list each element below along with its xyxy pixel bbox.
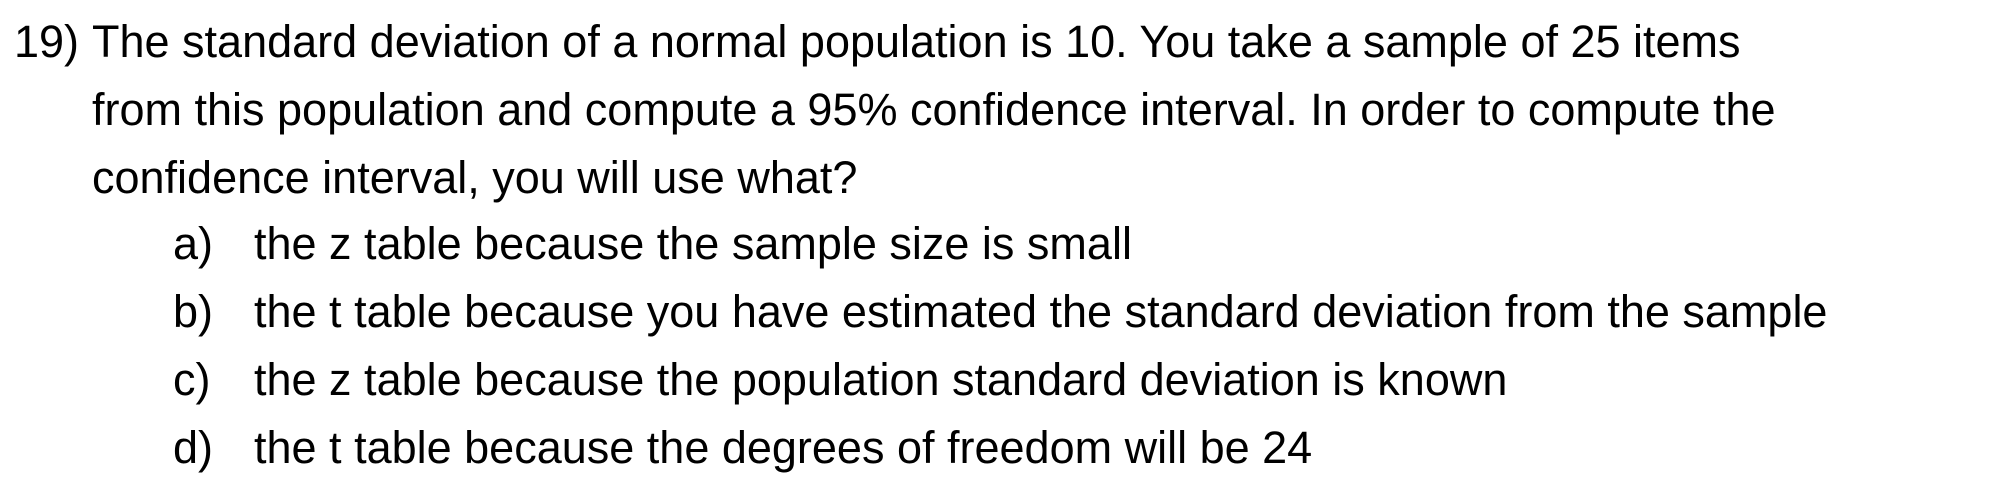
option-letter: c) xyxy=(173,354,211,405)
option-text: the z table because the sample size is s… xyxy=(254,218,1132,269)
question-stem-line: confidence interval, you will use what? xyxy=(92,152,858,203)
option-b: b) the t table because you have estimate… xyxy=(0,278,2014,346)
option-a: a) the z table because the sample size i… xyxy=(0,210,2014,278)
question-stem-line: The standard deviation of a normal popul… xyxy=(92,16,1741,67)
option-letter: b) xyxy=(173,286,214,337)
option-text: the t table because the degrees of freed… xyxy=(254,422,1313,473)
question-number: 19) xyxy=(14,16,80,67)
option-letter: d) xyxy=(173,422,214,473)
option-text: the t table because you have estimated t… xyxy=(254,286,1828,337)
question-stem: The standard deviation of a normal popul… xyxy=(92,8,2002,212)
question-block: 19) The standard deviation of a normal p… xyxy=(14,8,2002,473)
option-c: c) the z table because the population st… xyxy=(0,346,2014,414)
option-d: d) the t table because the degrees of fr… xyxy=(0,414,2014,482)
answer-options: a) the z table because the sample size i… xyxy=(0,210,2014,482)
question-stem-line: from this population and compute a 95% c… xyxy=(92,84,1776,135)
option-letter: a) xyxy=(173,218,214,269)
option-text: the z table because the population stand… xyxy=(254,354,1508,405)
